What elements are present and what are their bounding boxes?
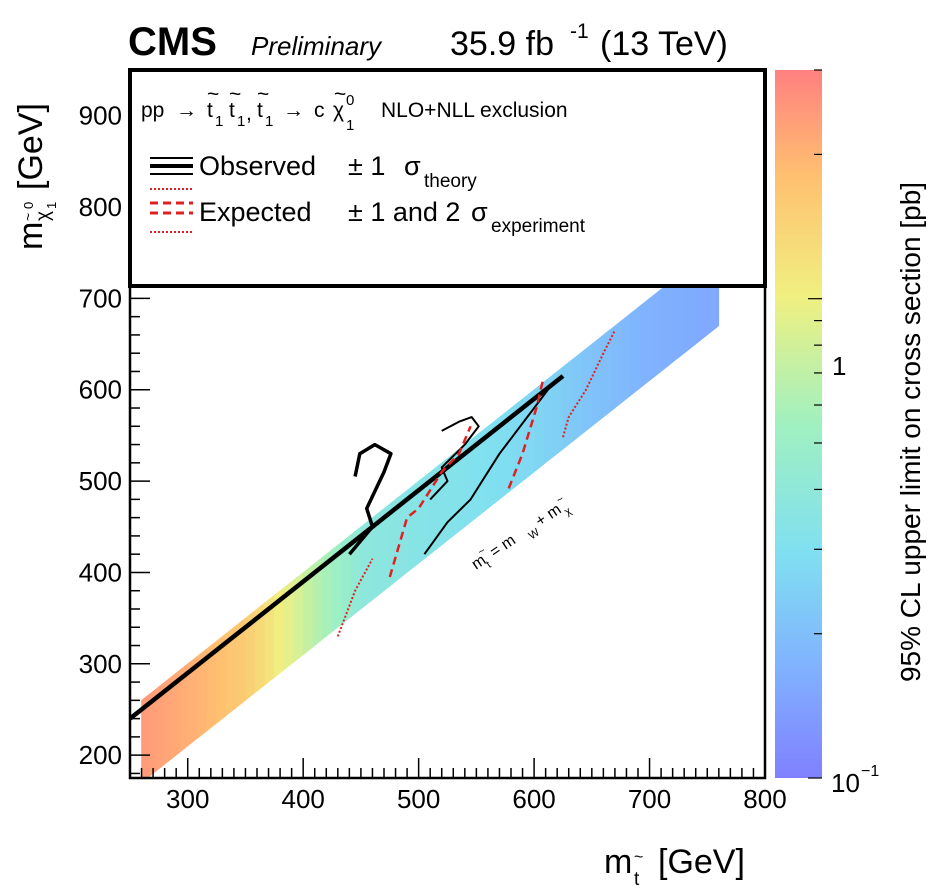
heatmap-cell	[601, 328, 612, 420]
legend-t1: t	[207, 99, 213, 122]
legend-t2-sub: 1	[237, 113, 245, 130]
x-label-unit: [GeV]	[658, 843, 745, 881]
series-line-5	[507, 378, 545, 489]
energy-label: (13 TeV)	[600, 25, 728, 63]
legend-observed-label: Observed	[199, 151, 316, 181]
cms-title: CMS	[128, 20, 217, 64]
legend-comma: ,	[246, 102, 252, 125]
x-tick-label: 500	[397, 784, 440, 814]
legend-expected-pm: ± 1 and 2	[348, 197, 460, 227]
y-label-chi: χ	[33, 211, 54, 221]
series-line-4	[388, 425, 472, 578]
colorbar-label-1: 1	[832, 351, 846, 381]
legend-t2: t	[229, 99, 235, 122]
diag-chi: χ	[562, 505, 574, 518]
legend-tilde-d: ~	[334, 83, 346, 106]
x-axis-label: m t ~ [GeV]	[604, 843, 745, 890]
diag-t: t	[484, 559, 493, 571]
legend-chi-sub: 1	[346, 117, 354, 134]
legend-expected: Expected ± 1 and 2 σ experiment	[150, 188, 586, 237]
heatmap-cell	[591, 335, 602, 427]
legend-pp: pp	[141, 99, 164, 122]
heatmap-cell	[620, 312, 631, 405]
legend-expected-sub: experiment	[491, 216, 586, 237]
legend-observed: Observed ± 1 σ theory	[150, 151, 477, 192]
legend-tilde-b: ~	[229, 83, 241, 106]
legend-t3-sub: 1	[265, 113, 273, 130]
y-label-subsub: 1	[44, 202, 59, 209]
heatmap-cell	[639, 297, 650, 389]
legend-tilde-c: ~	[257, 83, 269, 106]
colorbar-label-01: 10	[831, 768, 860, 798]
y-tick-label: 400	[79, 557, 122, 587]
contours	[130, 329, 616, 721]
heatmap-cell	[629, 305, 641, 397]
legend-chi: χ	[333, 99, 344, 122]
y-tick-label: 200	[79, 740, 122, 770]
heatmap-cell	[660, 279, 673, 373]
series-line-0	[130, 374, 565, 721]
heatmap-cell	[610, 320, 622, 412]
y-label-tilde: ~	[20, 213, 36, 221]
y-tick-label: 800	[79, 192, 122, 222]
series-line-3	[423, 384, 553, 555]
x-tick-label: 300	[166, 784, 209, 814]
legend-t3: t	[257, 99, 263, 122]
heatmap-cell	[649, 288, 662, 382]
y-axis-ticks: 200 300 400 500 600 700 800 900	[79, 101, 150, 775]
legend-chi-sup: 0	[346, 92, 354, 109]
legend-process: pp → t ~ 1 t ~ 1 , t ~ 1 → c χ ~ 0 1 NLO…	[141, 83, 568, 134]
lumi-exponent: -1	[570, 20, 589, 43]
colorbar-title: 95% CL upper limit on cross section [pb]	[895, 182, 926, 682]
legend-arrow: →	[176, 99, 197, 122]
x-label-t: t	[634, 869, 640, 890]
legend-observed-sub: theory	[424, 171, 477, 192]
x-tick-label: 600	[512, 784, 555, 814]
preliminary-label: Preliminary	[251, 31, 383, 61]
series-line-2	[429, 416, 480, 501]
colorbar	[775, 70, 822, 778]
legend-tilde-a: ~	[207, 83, 219, 106]
x-tick-label: 400	[281, 784, 324, 814]
x-axis-ticks: 300 400 500 600 700 800	[129, 758, 787, 814]
legend-expected-sigma: σ	[471, 197, 488, 227]
series-line-7	[562, 329, 616, 438]
y-tick-label: 700	[79, 283, 122, 313]
legend-box	[128, 68, 767, 288]
heatmap-cell	[581, 343, 593, 435]
x-tick-label: 700	[628, 784, 671, 814]
legend-c: c	[314, 99, 325, 122]
legend-observed-pm: ± 1	[348, 151, 385, 181]
series-line-1	[348, 442, 393, 556]
legend-nlo: NLO+NLL exclusion	[381, 99, 568, 122]
colorbar-label-01-exp: −1	[861, 763, 879, 780]
x-label-tilde: ~	[634, 849, 643, 866]
legend-expected-label: Expected	[199, 197, 312, 227]
y-tick-label: 500	[79, 466, 122, 496]
heatmap	[141, 242, 720, 778]
y-tick-label: 900	[79, 101, 122, 131]
legend-observed-sigma: σ	[404, 151, 421, 181]
lumi-label: 35.9 fb	[450, 25, 554, 63]
series-line-6	[336, 558, 374, 637]
y-label-m: m	[12, 222, 50, 250]
legend-t1-sub: 1	[215, 113, 223, 130]
legend-arrow2: →	[283, 99, 304, 122]
x-label-m: m	[604, 843, 632, 881]
colorbar-ticks	[808, 69, 822, 779]
y-label-unit: [GeV]	[12, 103, 50, 190]
y-axis-label: m χ ~ 0 1 [GeV]	[12, 103, 59, 250]
y-label-sup: 0	[21, 202, 36, 209]
y-tick-label: 600	[79, 375, 122, 405]
x-tick-label: 800	[743, 784, 786, 814]
y-tick-label: 300	[79, 649, 122, 679]
